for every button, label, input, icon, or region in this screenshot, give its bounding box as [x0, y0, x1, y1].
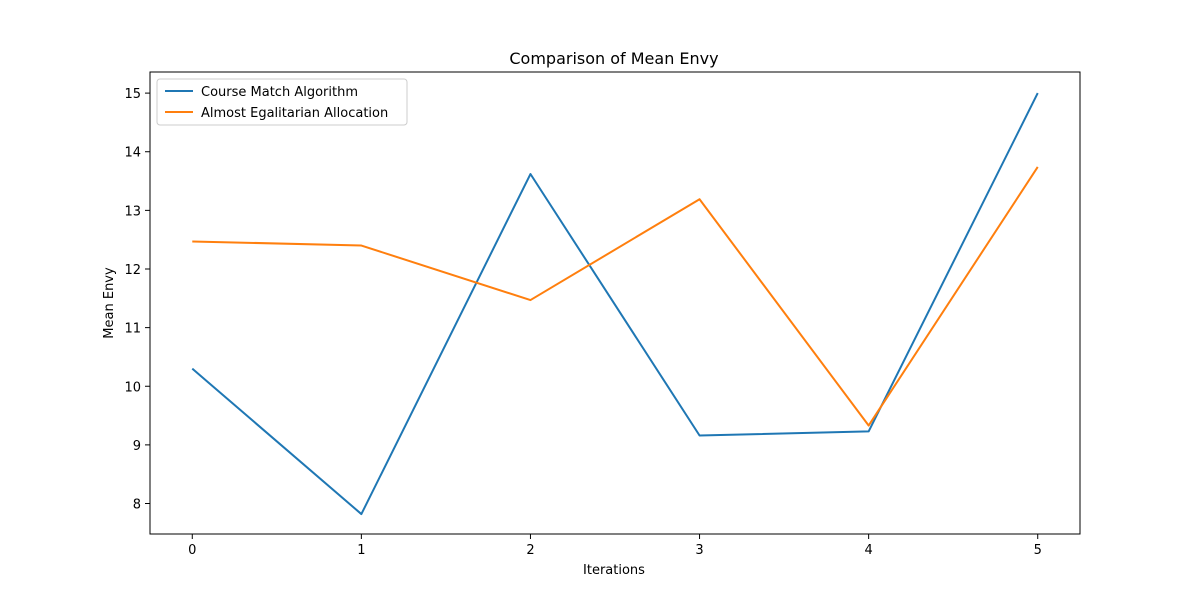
y-tick-label: 15 [124, 87, 141, 102]
series-line-0 [191, 92, 1039, 516]
y-tick-label: 9 [133, 439, 141, 454]
legend-box [156, 78, 408, 126]
series-line-1 [192, 166, 1039, 427]
legend-label: Course Match Algorithm [201, 85, 358, 100]
x-tick-label: 2 [526, 543, 534, 558]
x-tick-label: 1 [357, 543, 365, 558]
x-axis-title: Iterations [583, 563, 645, 578]
y-tick-label: 12 [124, 263, 141, 278]
y-tick-label: 11 [124, 322, 141, 337]
y-tick-label: 10 [124, 380, 141, 395]
x-tick-label: 0 [188, 543, 196, 558]
y-tick-label: 8 [133, 498, 141, 513]
y-axis-title: Mean Envy [102, 267, 117, 339]
legend-label: Almost Egalitarian Allocation [201, 106, 388, 121]
x-tick-label: 5 [1034, 543, 1042, 558]
y-tick-label: 13 [124, 204, 141, 219]
y-tick-label: 14 [124, 146, 141, 161]
x-tick-label: 3 [695, 543, 703, 558]
x-tick-label: 4 [864, 543, 872, 558]
legend: Course Match Algorithm Almost Egalitarian… [156, 78, 408, 126]
chart-title: Comparison of Mean Envy [509, 49, 718, 68]
plot-frame [149, 71, 1081, 535]
